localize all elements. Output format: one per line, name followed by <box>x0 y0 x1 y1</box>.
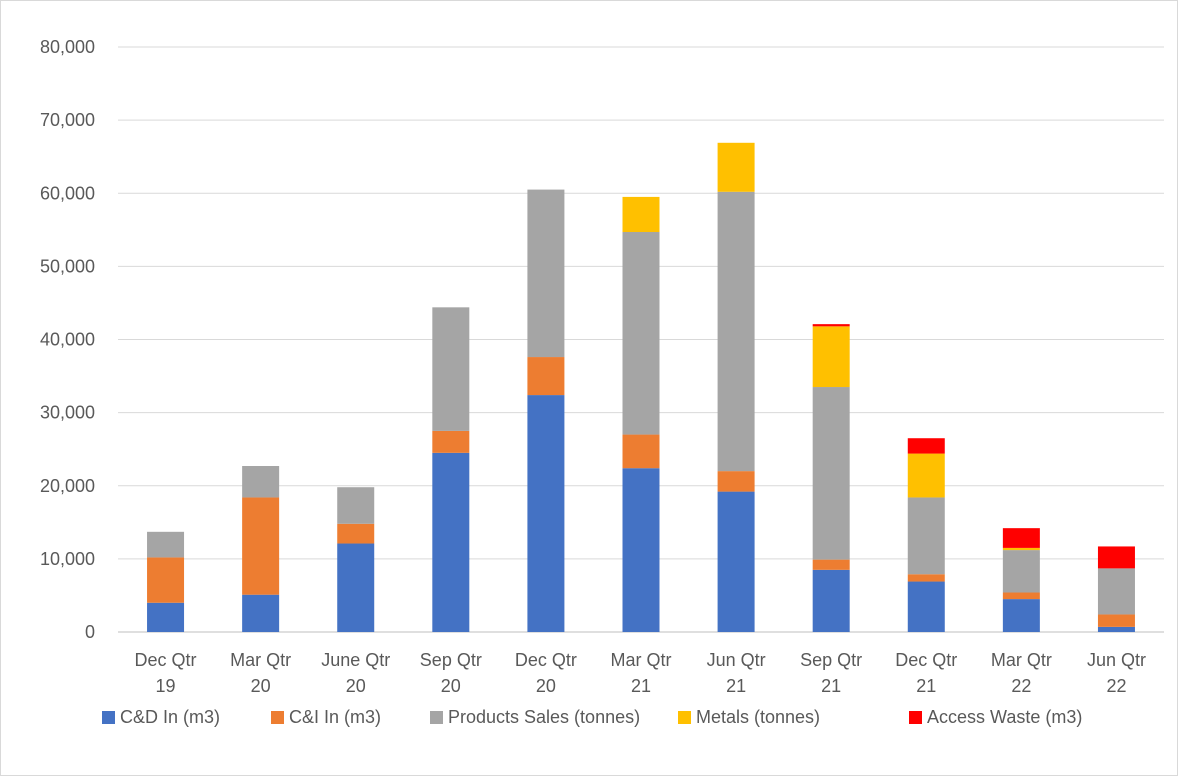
legend-swatch <box>430 711 443 724</box>
bar-segment <box>622 196 660 233</box>
legend-label: Metals (tonnes) <box>696 707 820 727</box>
x-tick-label: Dec Qtr 20 <box>515 650 577 696</box>
bar-segment <box>242 497 280 595</box>
y-tick-label: 80,000 <box>40 37 95 57</box>
x-tick-label: Jun Qtr 22 <box>1087 650 1146 696</box>
y-tick-label: 20,000 <box>40 476 95 496</box>
y-tick-label: 0 <box>85 622 95 642</box>
bar-segment <box>1097 546 1135 569</box>
x-tick-label: Sep Qtr 21 <box>800 650 862 696</box>
legend-swatch <box>909 711 922 724</box>
y-tick-label: 70,000 <box>40 110 95 130</box>
bar-segment <box>717 491 755 632</box>
bar-segment <box>717 142 755 192</box>
bar-segment <box>812 559 850 570</box>
y-tick-label: 50,000 <box>40 256 95 276</box>
legend-swatch <box>271 711 284 724</box>
bar-segment <box>242 594 280 632</box>
legend-label: Access Waste (m3) <box>927 707 1082 727</box>
bar-segment <box>622 468 660 632</box>
bar-segment <box>812 326 850 388</box>
bar-segment <box>432 452 470 632</box>
legend-swatch <box>678 711 691 724</box>
legend: C&D In (m3) C&I In (m3) Products Sales (to… <box>102 707 1082 727</box>
x-tick-label: Dec Qtr 19 <box>135 650 197 696</box>
bar-segment <box>1002 592 1040 600</box>
y-tick-label: 10,000 <box>40 549 95 569</box>
bar-segment <box>1002 528 1040 548</box>
bar-segment <box>1002 599 1040 632</box>
x-tick-label: Mar Qtr 20 <box>230 650 291 696</box>
legend-label: C&D In (m3) <box>120 707 220 727</box>
x-tick-label: Jun Qtr 21 <box>707 650 766 696</box>
bar-segment <box>717 191 755 472</box>
bar-segment <box>812 387 850 560</box>
y-tick-label: 40,000 <box>40 330 95 350</box>
bar-segment <box>337 543 375 632</box>
bar-segment <box>337 487 375 524</box>
x-tick-label: Mar Qtr 22 <box>991 650 1052 696</box>
x-tick-label: Sep Qtr 20 <box>420 650 482 696</box>
bar-segment <box>1097 626 1135 632</box>
bar-segment <box>812 324 850 327</box>
bar-segment <box>812 569 850 632</box>
bar-segment <box>1002 547 1040 551</box>
bar-segment <box>622 232 660 435</box>
bar-segment <box>622 434 660 469</box>
x-tick-label: June Qtr 20 <box>321 650 390 696</box>
bar-segment <box>147 602 185 632</box>
bar-segment <box>907 497 945 575</box>
bar-segment <box>1097 568 1135 615</box>
x-tick-label: Mar Qtr 21 <box>611 650 672 696</box>
bar-segment <box>147 557 185 603</box>
bar-segment <box>527 395 565 632</box>
bar-segment <box>907 574 945 582</box>
legend-label: C&I In (m3) <box>289 707 381 727</box>
bar-segment <box>432 307 470 431</box>
bar-segment <box>432 430 470 453</box>
bar-segment <box>527 357 565 396</box>
legend-label: Products Sales (tonnes) <box>448 707 640 727</box>
bar-segment <box>337 523 375 544</box>
axes: 0 10,000 20,000 30,000 40,000 50,000 60,000 70,… <box>40 37 1146 696</box>
x-tick-label: Dec Qtr 21 <box>895 650 957 696</box>
y-tick-label: 30,000 <box>40 403 95 423</box>
legend-swatch <box>102 711 115 724</box>
y-tick-label: 60,000 <box>40 183 95 203</box>
bar-segment <box>242 466 280 498</box>
bar-segment <box>907 438 945 454</box>
bar-segment <box>907 581 945 632</box>
bar-segment <box>1097 614 1135 627</box>
bars <box>147 142 1135 632</box>
bar-segment <box>717 471 755 492</box>
bar-segment <box>907 453 945 498</box>
bar-segment <box>527 189 565 358</box>
bar-segment <box>1002 550 1040 593</box>
bar-segment <box>147 531 185 558</box>
